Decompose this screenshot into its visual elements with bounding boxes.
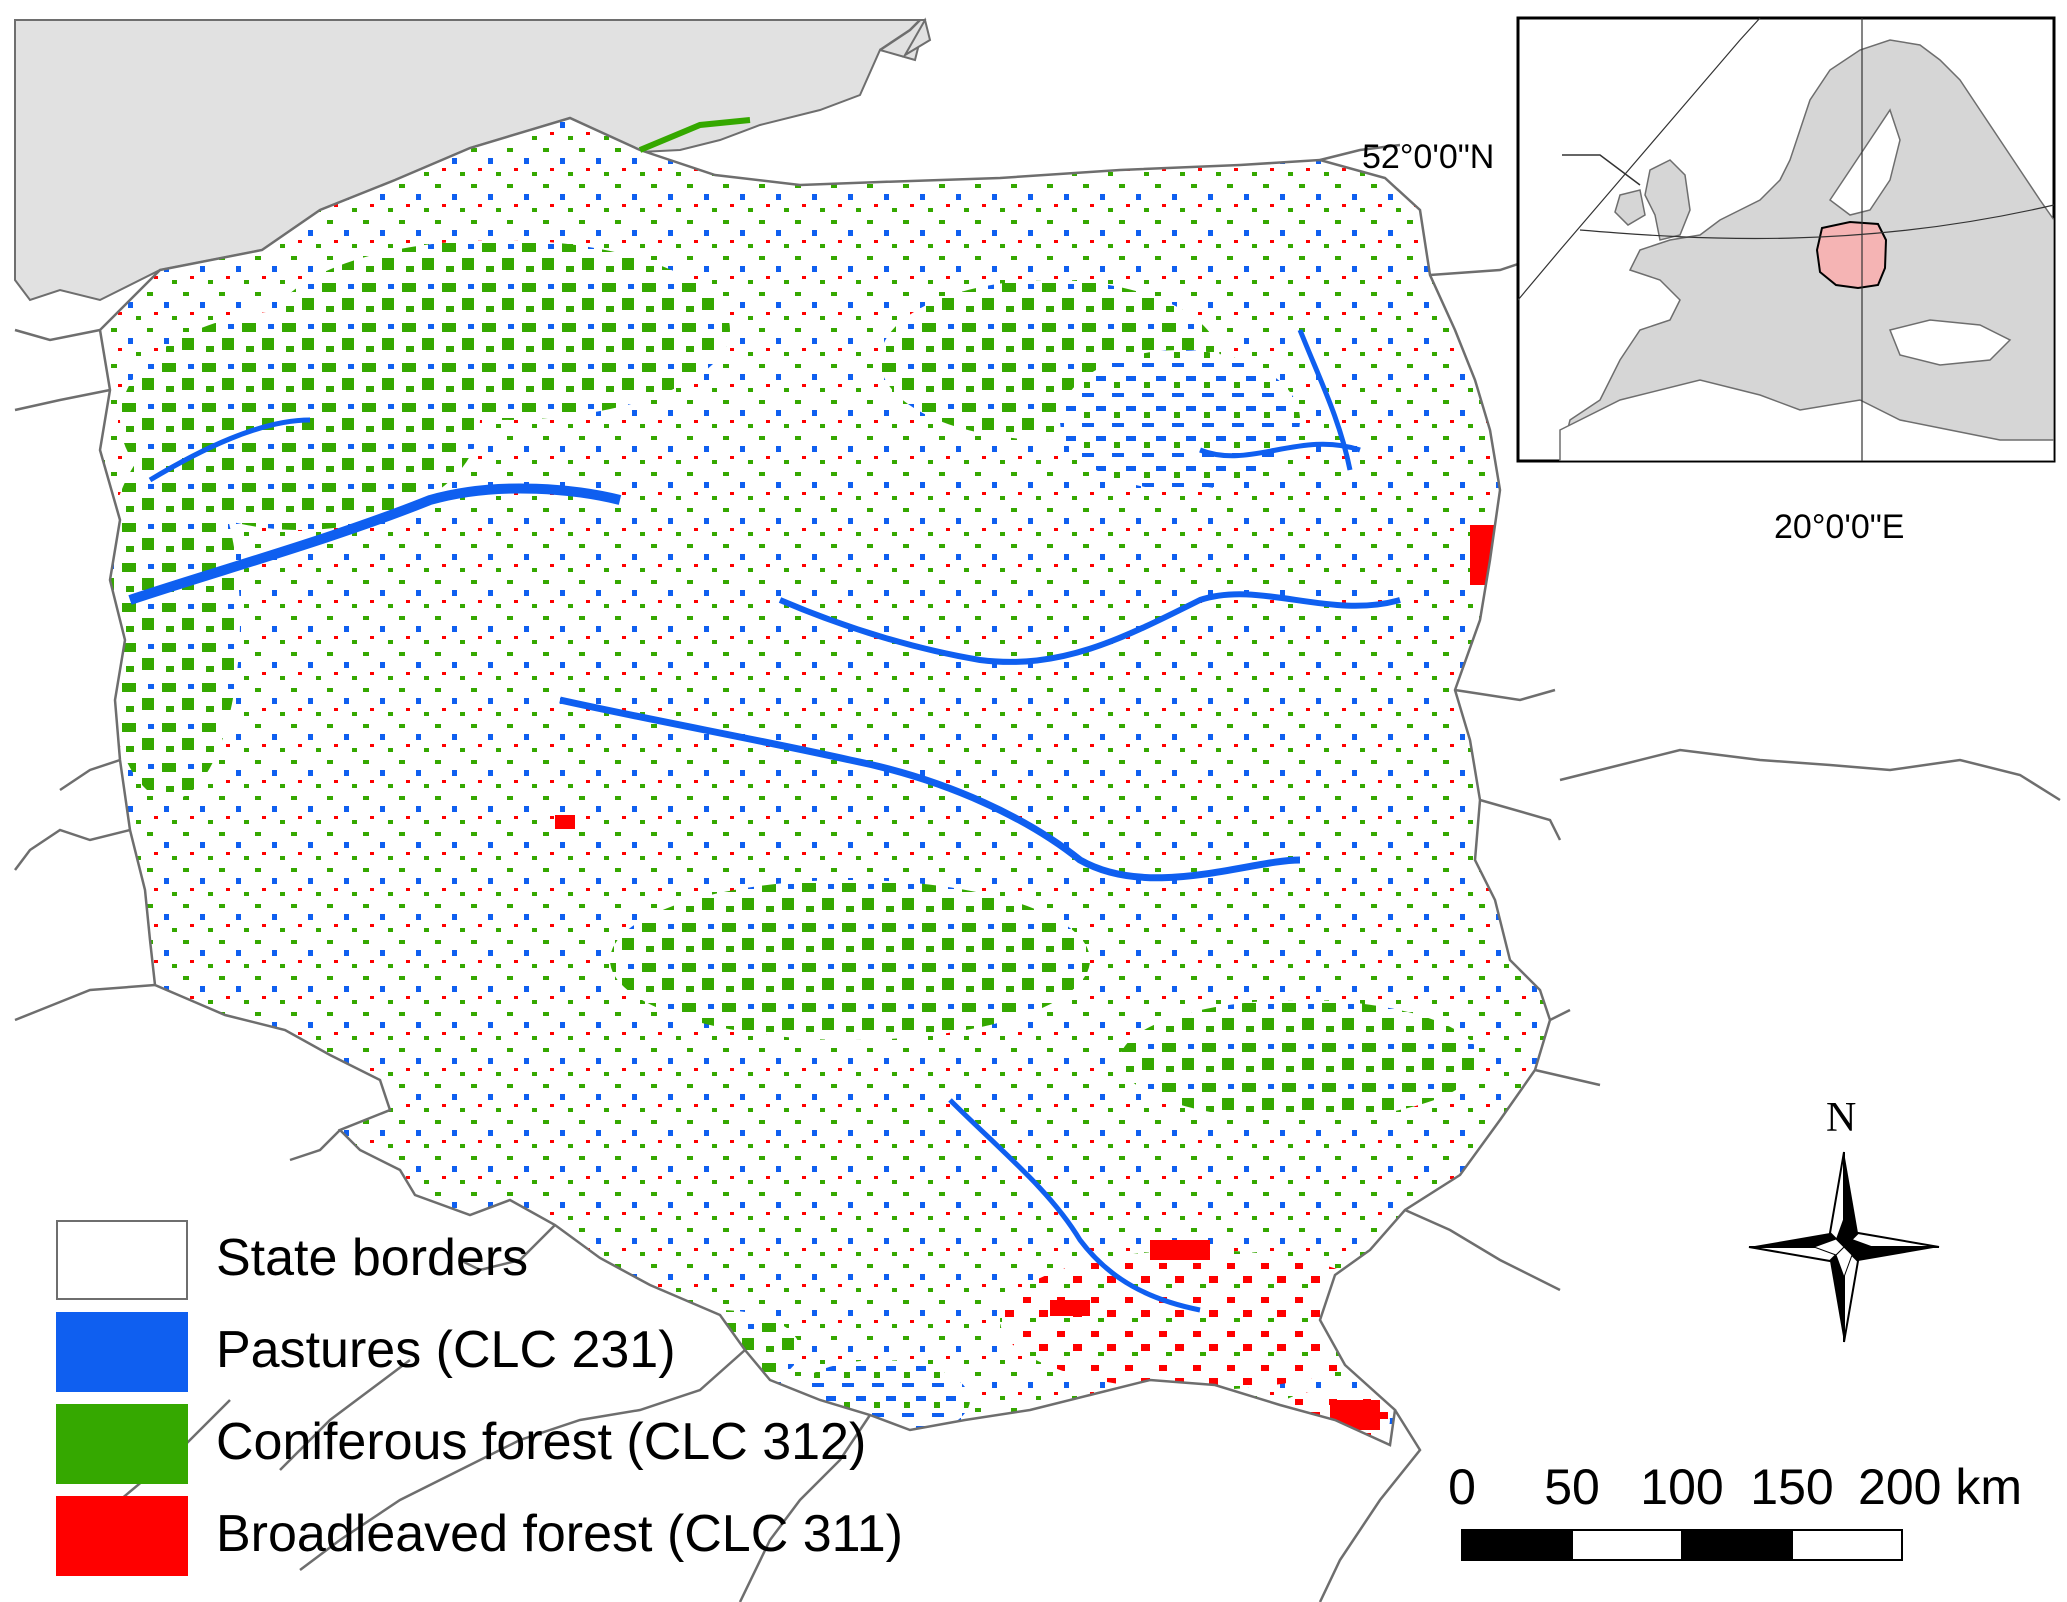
legend-item-broadleaved-forest: Broadleaved forest (CLC 311) <box>56 1496 956 1576</box>
scale-tick-label: 150 <box>1750 1459 1834 1515</box>
north-label: N <box>1826 1095 1857 1141</box>
scale-bar <box>1461 1529 1903 1561</box>
river <box>148 417 311 483</box>
latitude-label: 52°0'0"N <box>1362 138 1495 176</box>
legend-item-coniferous-forest: Coniferous forest (CLC 312) <box>56 1404 956 1484</box>
latitude-leader <box>1562 154 1641 186</box>
legend-label: Pastures (CLC 231) <box>216 1321 676 1379</box>
inset-graticule <box>1518 18 2054 461</box>
inset-ireland <box>1614 189 1646 226</box>
legend-swatch <box>56 1496 188 1576</box>
legend-label: Coniferous forest (CLC 312) <box>216 1413 867 1471</box>
legend-swatch <box>56 1404 188 1484</box>
legend-swatch <box>56 1220 188 1300</box>
hel-peninsula <box>638 117 751 153</box>
inset-britain <box>1644 159 1691 241</box>
legend-swatch <box>56 1312 188 1392</box>
inset-sea-med <box>1559 379 2054 461</box>
scale-tick-label: 0 <box>1448 1459 1476 1515</box>
river <box>948 1098 1201 1313</box>
river <box>778 591 1401 665</box>
scale-tick-label: 200 km <box>1858 1459 2022 1515</box>
legend-item-state-borders: State borders <box>56 1220 956 1300</box>
north-arrow-icon <box>1748 1151 1940 1343</box>
legend-item-pastures: Pastures (CLC 231) <box>56 1312 956 1392</box>
inset-sea-black <box>1888 319 2012 366</box>
river <box>559 696 1301 882</box>
inset-poland-highlight <box>1815 220 1888 290</box>
longitude-label: 20°0'0"E <box>1774 508 1905 546</box>
inset-map <box>1516 16 2056 463</box>
baltic-sea-east <box>902 17 932 58</box>
river <box>128 483 622 605</box>
scale-tick-label: 50 <box>1544 1459 1600 1515</box>
scale-tick-label: 100 <box>1640 1459 1724 1515</box>
inset-sea-baltic <box>1828 108 1901 216</box>
poland-landcover <box>98 116 1552 1447</box>
legend-label: Broadleaved forest (CLC 311) <box>216 1505 903 1563</box>
legend-label: State borders <box>216 1229 529 1287</box>
river <box>1199 329 1361 471</box>
